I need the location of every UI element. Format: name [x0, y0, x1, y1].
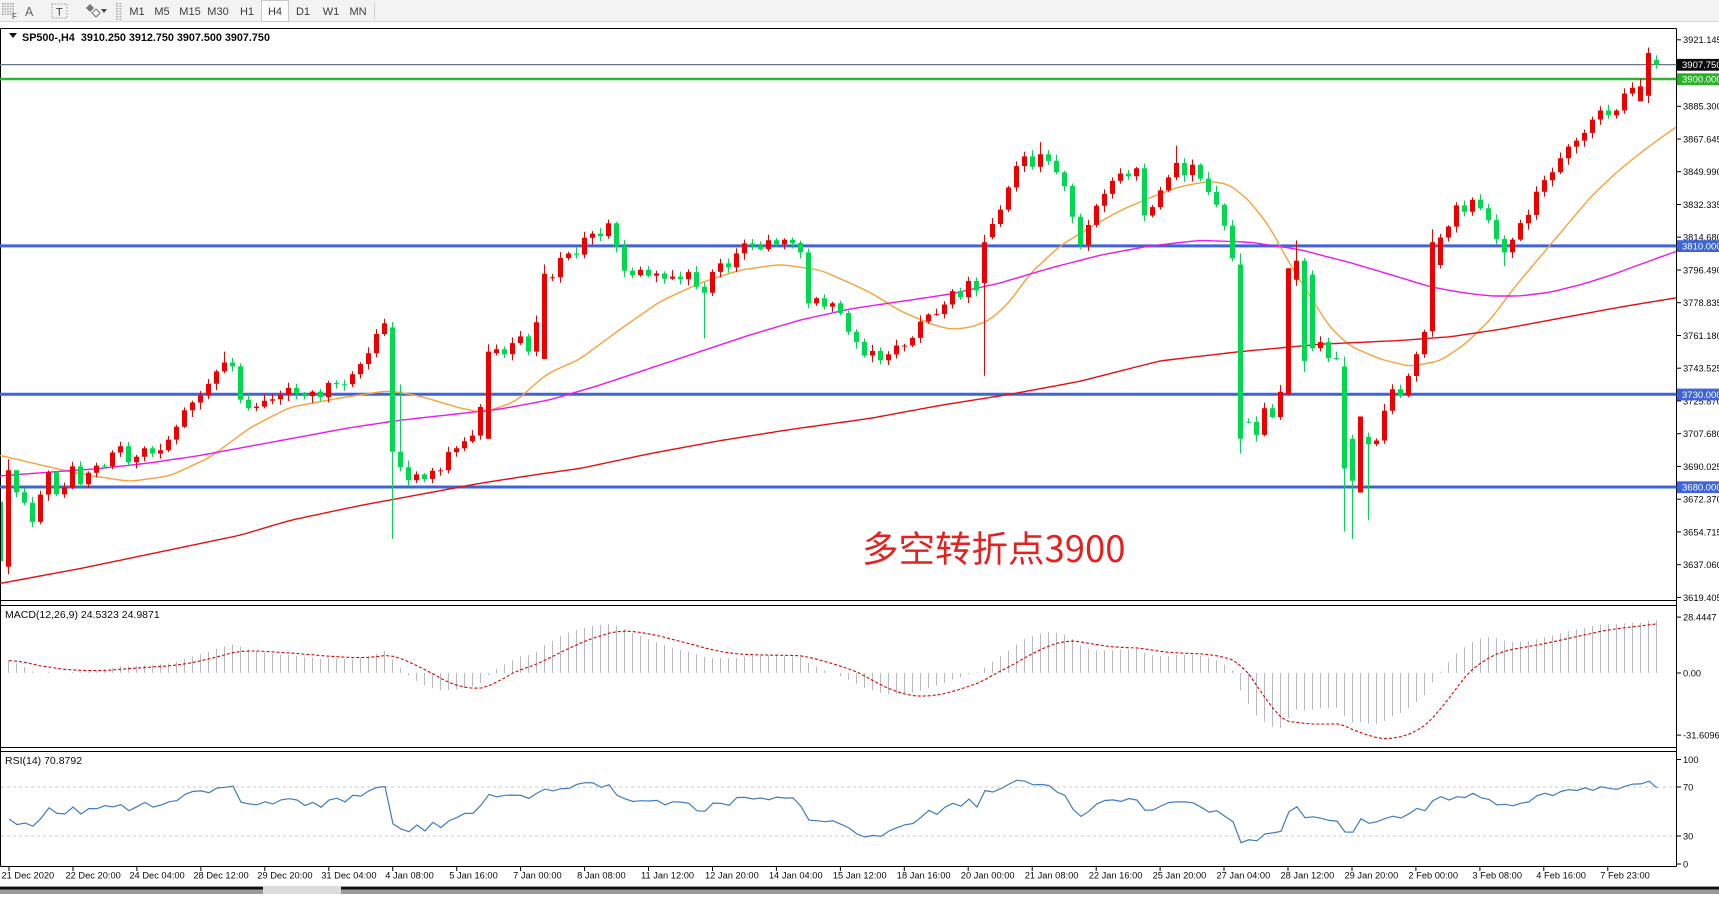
svg-text:100: 100: [1683, 755, 1699, 765]
svg-text:21 Jan 08:00: 21 Jan 08:00: [1025, 871, 1079, 881]
svg-text:H1: H1: [240, 6, 254, 18]
svg-text:15 Jan 12:00: 15 Jan 12:00: [833, 871, 887, 881]
svg-text:22 Dec 20:00: 22 Dec 20:00: [66, 871, 121, 881]
svg-text:3761.180: 3761.180: [1683, 331, 1719, 341]
svg-text:28 Jan 12:00: 28 Jan 12:00: [1281, 871, 1335, 881]
svg-text:3690.025: 3690.025: [1683, 462, 1719, 472]
svg-text:31 Dec 04:00: 31 Dec 04:00: [321, 871, 376, 881]
svg-text:3832.335: 3832.335: [1683, 200, 1719, 210]
svg-text:3849.990: 3849.990: [1683, 167, 1719, 177]
svg-text:W1: W1: [323, 6, 340, 18]
svg-text:MN: MN: [349, 6, 366, 18]
svg-text:0.00: 0.00: [1683, 668, 1701, 678]
svg-text:8 Jan 08:00: 8 Jan 08:00: [577, 871, 626, 881]
svg-text:D1: D1: [296, 6, 310, 18]
svg-text:70: 70: [1683, 782, 1693, 792]
svg-text:3867.645: 3867.645: [1683, 134, 1719, 144]
svg-text:3672.370: 3672.370: [1683, 495, 1719, 505]
svg-text:RSI(14) 70.8792: RSI(14) 70.8792: [5, 755, 82, 767]
svg-text:24 Dec 04:00: 24 Dec 04:00: [129, 871, 184, 881]
svg-text:3796.490: 3796.490: [1683, 265, 1719, 275]
svg-text:0: 0: [1683, 859, 1688, 869]
svg-text:7 Jan 00:00: 7 Jan 00:00: [513, 871, 562, 881]
svg-text:11 Jan 12:00: 11 Jan 12:00: [641, 871, 694, 881]
svg-text:4 Feb 16:00: 4 Feb 16:00: [1536, 871, 1586, 881]
svg-text:3743.525: 3743.525: [1683, 364, 1719, 374]
svg-text:3810.000: 3810.000: [1682, 242, 1719, 253]
svg-text:-31.6096: -31.6096: [1683, 731, 1719, 741]
svg-text:12 Jan 20:00: 12 Jan 20:00: [705, 871, 759, 881]
svg-text:3907.750: 3907.750: [1682, 60, 1719, 71]
svg-text:3619.405: 3619.405: [1683, 593, 1719, 603]
svg-text:21 Dec 2020: 21 Dec 2020: [2, 871, 55, 881]
svg-text:20 Jan 00:00: 20 Jan 00:00: [961, 871, 1015, 881]
svg-text:3885.300: 3885.300: [1683, 102, 1719, 112]
svg-text:27 Jan 04:00: 27 Jan 04:00: [1217, 871, 1271, 881]
svg-text:3814.680: 3814.680: [1683, 233, 1719, 243]
svg-text:3725.870: 3725.870: [1683, 396, 1719, 406]
svg-text:22 Jan 16:00: 22 Jan 16:00: [1089, 871, 1143, 881]
svg-text:F: F: [12, 12, 17, 21]
svg-text:4 Jan 08:00: 4 Jan 08:00: [385, 871, 434, 881]
svg-text:3730.000: 3730.000: [1682, 390, 1719, 401]
svg-text:3 Feb 08:00: 3 Feb 08:00: [1472, 871, 1522, 881]
svg-text:29 Jan 20:00: 29 Jan 20:00: [1345, 871, 1399, 881]
svg-text:18 Jan 16:00: 18 Jan 16:00: [897, 871, 951, 881]
svg-text:5 Jan 16:00: 5 Jan 16:00: [449, 871, 498, 881]
svg-text:3778.835: 3778.835: [1683, 298, 1719, 308]
svg-text:M5: M5: [154, 6, 169, 18]
svg-text:3680.000: 3680.000: [1682, 483, 1719, 494]
svg-text:2 Feb 00:00: 2 Feb 00:00: [1408, 871, 1458, 881]
svg-text:MACD(12,26,9) 24.5323 24.9871: MACD(12,26,9) 24.5323 24.9871: [5, 609, 160, 621]
svg-text:29 Dec 20:00: 29 Dec 20:00: [257, 871, 312, 881]
svg-text:M1: M1: [129, 6, 144, 18]
svg-text:M15: M15: [179, 6, 200, 18]
svg-text:T: T: [56, 7, 63, 19]
svg-text:3637.060: 3637.060: [1683, 560, 1719, 570]
svg-text:3900.000: 3900.000: [1682, 75, 1719, 86]
svg-text:M30: M30: [207, 6, 228, 18]
svg-text:30: 30: [1683, 831, 1693, 841]
svg-text:H4: H4: [268, 6, 282, 18]
svg-text:3654.715: 3654.715: [1683, 527, 1719, 537]
svg-text:28.4447: 28.4447: [1683, 613, 1717, 623]
svg-text:28 Dec 12:00: 28 Dec 12:00: [193, 871, 248, 881]
svg-text:A: A: [25, 5, 34, 19]
svg-text:SP500-,H4 3910.250 3912.750 3: SP500-,H4 3910.250 3912.750 3907.500 390…: [22, 32, 270, 44]
svg-text:3921.145: 3921.145: [1683, 35, 1719, 45]
svg-text:7 Feb 23:00: 7 Feb 23:00: [1600, 871, 1650, 881]
svg-text:14 Jan 04:00: 14 Jan 04:00: [769, 871, 823, 881]
svg-text:3707.680: 3707.680: [1683, 429, 1719, 439]
svg-text:25 Jan 20:00: 25 Jan 20:00: [1153, 871, 1207, 881]
